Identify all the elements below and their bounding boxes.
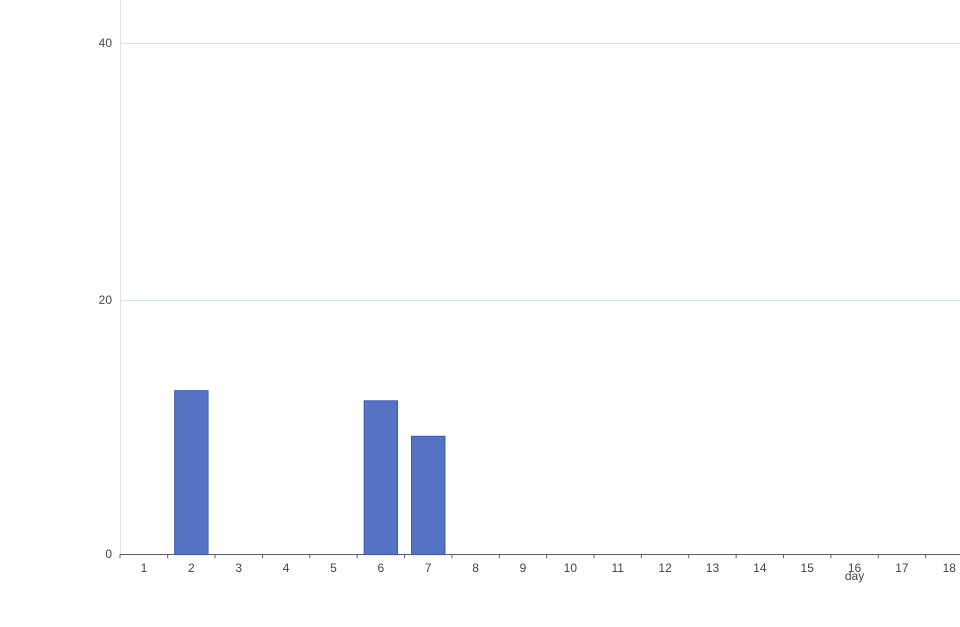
svg-text:9: 9 xyxy=(520,561,527,575)
svg-text:14: 14 xyxy=(753,561,767,575)
svg-text:13: 13 xyxy=(706,561,720,575)
svg-text:8: 8 xyxy=(472,561,479,575)
svg-text:20: 20 xyxy=(99,293,113,307)
svg-text:0: 0 xyxy=(105,547,112,561)
svg-text:18: 18 xyxy=(943,561,957,575)
svg-text:10: 10 xyxy=(564,561,578,575)
svg-text:40: 40 xyxy=(99,36,113,50)
svg-text:4: 4 xyxy=(283,561,290,575)
svg-text:17: 17 xyxy=(895,561,909,575)
svg-text:day: day xyxy=(845,569,864,583)
svg-text:7: 7 xyxy=(425,561,432,575)
svg-text:15: 15 xyxy=(801,561,815,575)
svg-text:6: 6 xyxy=(378,561,385,575)
svg-text:5: 5 xyxy=(330,561,337,575)
svg-text:3: 3 xyxy=(235,561,242,575)
svg-text:12: 12 xyxy=(658,561,672,575)
svg-text:2: 2 xyxy=(188,561,195,575)
svg-text:1: 1 xyxy=(141,561,148,575)
svg-text:11: 11 xyxy=(611,561,624,575)
